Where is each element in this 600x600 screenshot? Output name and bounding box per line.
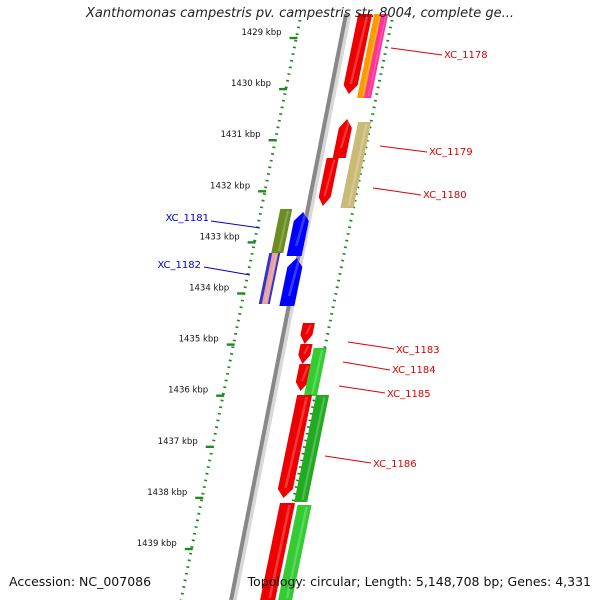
gene-label[interactable]: XC_1178 bbox=[444, 50, 488, 61]
scale-tick-label: 1436 kbp bbox=[168, 386, 208, 396]
gene-xc-1185-highlight bbox=[301, 366, 309, 381]
gene-xc-1179-highlight bbox=[347, 124, 368, 206]
gene-leader-line bbox=[390, 47, 443, 56]
gene-leader-line bbox=[203, 266, 251, 276]
gene-label[interactable]: XC_1181 bbox=[165, 213, 209, 224]
gene-xc-1186-red-highlight bbox=[284, 397, 309, 488]
gene-xc-1184[interactable] bbox=[298, 344, 313, 364]
gene-xc-1182-pink[interactable] bbox=[261, 253, 279, 304]
accession-text: Accession: NC_007086 bbox=[9, 574, 152, 589]
gene-xc-1179-left[interactable] bbox=[332, 119, 352, 158]
gene-xc-1181-arrow-highlight bbox=[294, 214, 307, 246]
gene-label[interactable]: XC_1183 bbox=[396, 345, 440, 356]
gene-xc-1178-orange[interactable] bbox=[357, 14, 384, 98]
scale-tick-label: 1437 kbp bbox=[158, 437, 198, 447]
gene-xc-1181-highlight bbox=[277, 211, 290, 251]
genome-title: Xanthomonas campestris pv. campestris st… bbox=[86, 6, 514, 21]
gene-xc-1182-arrow-highlight bbox=[287, 260, 301, 296]
gene-leader-line bbox=[338, 385, 386, 394]
scale-tick-label: 1433 kbp bbox=[200, 232, 240, 242]
gene-label[interactable]: XC_1182 bbox=[157, 260, 201, 271]
gene-xc-1179[interactable] bbox=[340, 122, 372, 208]
gene-xc-1184-highlight bbox=[303, 346, 310, 354]
scale-tick-label: 1434 kbp bbox=[189, 284, 229, 294]
gene-leader-line bbox=[210, 220, 261, 229]
gene-xc-1187-red[interactable] bbox=[260, 503, 295, 600]
gene-xc-1179-left-highlight bbox=[339, 121, 351, 148]
scale-tick-label: 1435 kbp bbox=[179, 335, 219, 345]
gene-leader-line bbox=[347, 341, 395, 350]
gene-xc-1187-green[interactable] bbox=[278, 505, 312, 600]
gene-xc-1182-pink-highlight bbox=[265, 255, 277, 302]
gene-leader-line bbox=[342, 361, 391, 371]
gene-xc-1183[interactable] bbox=[300, 323, 315, 344]
gene-xc-1181-arrow[interactable] bbox=[286, 212, 309, 256]
gene-label[interactable]: XC_1179 bbox=[429, 147, 473, 158]
gene-label[interactable]: XC_1185 bbox=[387, 389, 431, 400]
gene-xc-1178-pink[interactable] bbox=[364, 14, 389, 98]
gene-xc-1184-green[interactable] bbox=[303, 348, 327, 396]
gene-xc-1181[interactable] bbox=[271, 209, 293, 253]
gene-xc-1187-red-highlight bbox=[268, 505, 291, 598]
gene-xc-1185[interactable] bbox=[295, 364, 313, 391]
gene-xc-1182-arrow[interactable] bbox=[279, 258, 303, 306]
gene-label[interactable]: XC_1184 bbox=[392, 365, 436, 376]
gene-leader-line bbox=[324, 455, 372, 464]
gene-xc-1178-orange-highlight bbox=[361, 16, 381, 96]
gene-xc-1178-pink-highlight bbox=[367, 16, 387, 96]
gene-label[interactable]: XC_1180 bbox=[423, 190, 467, 201]
gene-xc-1183-highlight bbox=[305, 325, 312, 334]
genome-info-text: Topology: circular; Length: 5,148,708 bp… bbox=[247, 574, 591, 589]
gene-label[interactable]: XC_1186 bbox=[373, 459, 417, 470]
scale-tick-label: 1429 kbp bbox=[241, 28, 281, 38]
gene-xc-1186-red[interactable] bbox=[277, 395, 313, 498]
gene-xc-1178[interactable] bbox=[343, 14, 373, 94]
scale-tick-label: 1438 kbp bbox=[147, 488, 187, 498]
scale-tick-label: 1439 kbp bbox=[137, 539, 177, 549]
gene-xc-1187-green-highlight bbox=[285, 507, 308, 598]
gene-xc-1178-highlight bbox=[349, 16, 369, 84]
gene-xc-1186-green-highlight bbox=[301, 397, 326, 500]
backbone-line bbox=[229, 13, 348, 600]
gene-leader-line bbox=[379, 145, 428, 153]
gene-xc-1186-green[interactable] bbox=[294, 395, 330, 502]
gene-xc-1180-left[interactable] bbox=[318, 158, 339, 206]
gene-xc-1180-left-highlight bbox=[323, 160, 336, 196]
scale-tick-label: 1432 kbp bbox=[210, 181, 250, 191]
gene-leader-line bbox=[372, 187, 422, 196]
scale-tick-label: 1430 kbp bbox=[231, 79, 271, 89]
gene-xc-1184-green-highlight bbox=[311, 350, 324, 394]
scale-tick-label: 1431 kbp bbox=[221, 130, 261, 140]
